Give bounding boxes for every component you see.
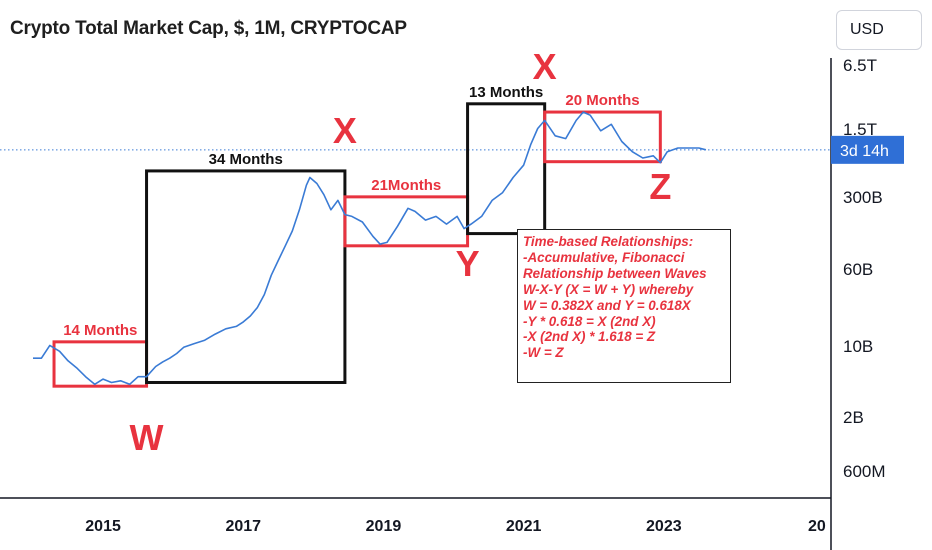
note-line: W = 0.382X and Y = 0.618X (523, 297, 691, 313)
annotation-notes-box: Time-based Relationships: -Accumulative,… (517, 229, 731, 383)
y-tick-label: 300B (843, 188, 883, 207)
note-line: -Accumulative, Fibonacci (523, 249, 685, 265)
currency-selector-button[interactable]: USD (836, 10, 922, 50)
annotation-box (145, 169, 347, 384)
y-tick-label: 6.5T (843, 56, 877, 75)
y-tick-label: 60B (843, 260, 873, 279)
x-tick-label: 2023 (646, 518, 682, 535)
x-tick-label: 2021 (506, 518, 542, 535)
box-label: 14 Months (63, 322, 137, 339)
y-tick-label: 10B (843, 337, 873, 356)
note-line: -Y * 0.618 = X (2nd X) (523, 313, 656, 329)
wave-label: X (533, 46, 557, 87)
x-tick-label: 2017 (225, 518, 261, 535)
note-line: W-X-Y (X = W + Y) whereby (523, 281, 694, 297)
box-label: 34 Months (209, 151, 283, 168)
countdown-label: 3d 14h (840, 143, 889, 160)
y-tick-label: 600M (843, 462, 886, 481)
x-tick-label: 2019 (366, 518, 402, 535)
countdown-badge (831, 135, 904, 164)
annotation-boxes (52, 102, 662, 388)
wave-label: Y (456, 243, 480, 284)
wave-label: X (333, 110, 357, 151)
box-label: 13 Months (469, 84, 543, 101)
note-line: -W = Z (523, 345, 564, 361)
wave-label: Z (649, 166, 671, 207)
x-tick-label: 2015 (85, 518, 121, 535)
y-tick-label: 1.5T (843, 120, 877, 139)
chart-title: Crypto Total Market Cap, $, 1M, CRYPTOCA… (10, 18, 407, 39)
box-label: 21Months (371, 177, 441, 194)
note-line: Relationship between Waves (523, 265, 707, 281)
price-series (33, 111, 707, 386)
annotation-box (543, 110, 662, 164)
box-label: 20 Months (565, 92, 639, 109)
note-line: -X (2nd X) * 1.618 = Z (523, 329, 656, 345)
series-line (33, 111, 707, 386)
annotation-box (466, 102, 547, 236)
note-line: Time-based Relationships: (523, 234, 694, 249)
annotation-labels: 14 Months 34 Months 21Months 13 Months 20 Mo… (63, 46, 671, 458)
annotation-box (52, 340, 149, 388)
wave-label: W (130, 417, 164, 458)
x-tick-label: 20 (808, 518, 826, 535)
y-tick-label: 2B (843, 408, 864, 427)
